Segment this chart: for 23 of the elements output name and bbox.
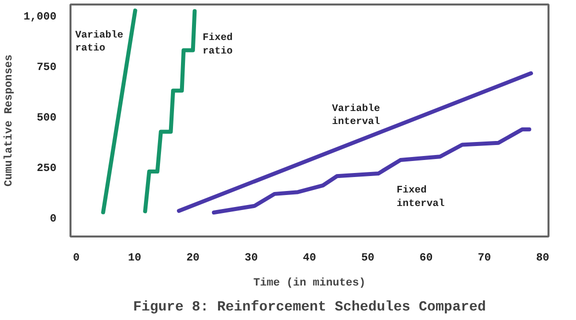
y-tick-label: 750 xyxy=(36,62,57,74)
x-tick-label: 60 xyxy=(419,252,433,264)
x-tick-label: 70 xyxy=(478,252,491,264)
x-tick-label: 10 xyxy=(128,252,142,264)
x-tick-label: 50 xyxy=(361,252,374,264)
series-label: Variable ratio xyxy=(75,30,124,55)
text: Figure 8: Reinforcement Schedules Compared xyxy=(133,300,486,316)
x-tick-label: 40 xyxy=(302,252,316,264)
x-tick-label: 30 xyxy=(244,252,258,264)
x-tick-label: 80 xyxy=(536,252,550,264)
series-label: Fixed interval xyxy=(396,184,445,210)
series-label: Variable interval xyxy=(332,102,380,128)
x-tick-label: 0 xyxy=(73,252,80,264)
series-label: Fixed ratio xyxy=(202,32,233,58)
line-series xyxy=(212,127,532,214)
line-series xyxy=(143,9,197,214)
x-tick-label: 20 xyxy=(186,252,200,264)
y-tick-label: 0 xyxy=(50,213,57,226)
y-tick-label: 500 xyxy=(36,112,57,124)
y-axis-title: Cumulative Responses xyxy=(3,54,16,187)
x-axis-title: Time (in minutes) xyxy=(253,278,366,290)
y-tick-label: 1,000 xyxy=(23,12,57,24)
y-tick-label: 250 xyxy=(36,162,57,175)
